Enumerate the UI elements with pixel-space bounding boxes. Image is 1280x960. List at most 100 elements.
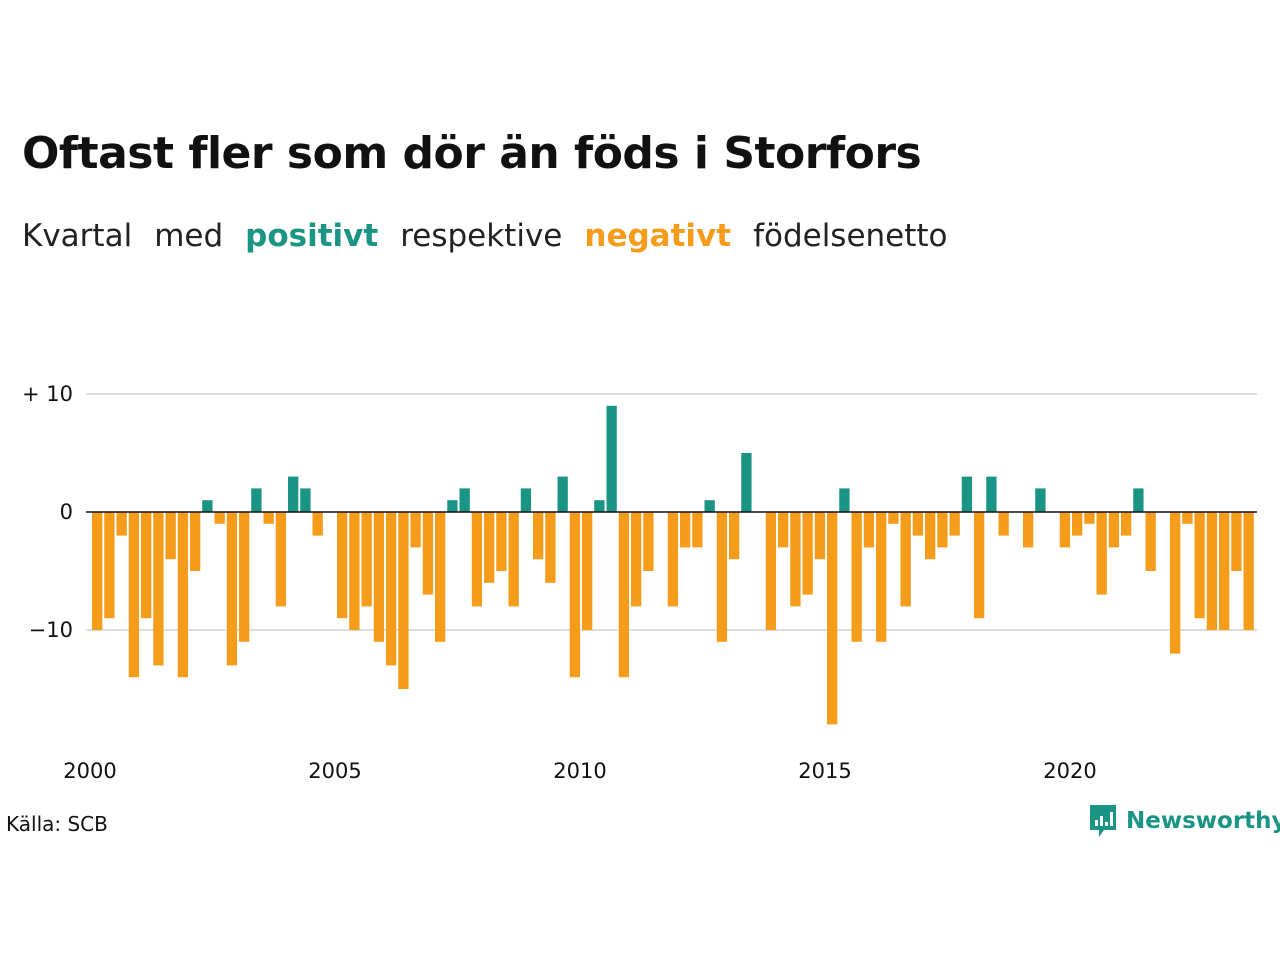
- bar: 2015 Q4: -3: [863, 512, 875, 548]
- bar: 2015 Q2: 2: [839, 488, 850, 512]
- bar: 2003 Q3: -1: [263, 512, 274, 524]
- x-tick-label: 2000: [63, 759, 116, 783]
- bar: 2016 Q1: -11: [876, 512, 887, 642]
- bar: 2010 Q1: -10: [582, 512, 593, 630]
- bar: 2015 Q3: -11: [851, 512, 862, 642]
- y-tick-label: + 10: [22, 382, 73, 406]
- y-tick-label: 0: [60, 500, 73, 524]
- bar: 2019 Q4: -3: [1059, 512, 1071, 548]
- bar: 2012 Q4: -11: [716, 512, 728, 642]
- subtitle-word: respektive: [400, 218, 563, 254]
- bar: 2017 Q2: -3: [937, 512, 948, 548]
- bar: 2014 Q4: -4: [814, 512, 826, 560]
- bar: 2000 Q3: -2: [116, 512, 127, 536]
- bar: 2009 Q1: -4: [533, 512, 544, 560]
- bar: 2003 Q4: -8: [275, 512, 287, 607]
- bar: 2012 Q3: 1: [704, 500, 715, 512]
- bar: 2008 Q2: -5: [496, 512, 507, 571]
- bar: 2018 Q3: -2: [998, 512, 1009, 536]
- bar: 2005 Q1: -9: [337, 512, 348, 619]
- x-axis-ticks: 2000 2005 2010 2015 2020: [63, 759, 1096, 783]
- chart-title: Oftast fler som dör än föds i Storfors: [22, 128, 922, 179]
- legend-positive-label: positivt: [245, 218, 379, 254]
- bar: 2011 Q1: -8: [631, 512, 642, 607]
- bar: 2023 Q2: -5: [1231, 512, 1242, 571]
- bar: 2002 Q3: -1: [214, 512, 225, 524]
- bar: 2022 Q2: -1: [1182, 512, 1193, 524]
- bar: 2014 Q3: -7: [802, 512, 813, 595]
- bar: 2015 Q1: -18: [827, 512, 838, 725]
- bar: 2011 Q2: -5: [643, 512, 654, 571]
- x-tick-label: 2010: [553, 759, 606, 783]
- grid-lines: [86, 393, 1257, 631]
- bar: 2008 Q3: -8: [508, 512, 519, 607]
- bar: 2002 Q4: -13: [226, 512, 238, 666]
- bar: 2020 Q4: -3: [1108, 512, 1120, 548]
- bar: 2011 Q4: -8: [667, 512, 679, 607]
- bar: 2013 Q1: -4: [729, 512, 740, 560]
- bar: 2022 Q4: -10: [1206, 512, 1218, 630]
- bar: 2006 Q2: -15: [398, 512, 409, 689]
- chart-subtitle: Kvartal med positivt respektive negativt föde…: [22, 218, 970, 254]
- bar: 2018 Q1: -9: [974, 512, 985, 619]
- subtitle-word: födelsenetto: [753, 218, 948, 254]
- legend-negative-label: negativt: [584, 218, 732, 254]
- bar: 2020 Q2: -1: [1084, 512, 1095, 524]
- bar: 2009 Q3: 3: [557, 476, 568, 512]
- bar: 2002 Q1: -5: [190, 512, 201, 571]
- bar: 2010 Q4: -14: [618, 512, 630, 678]
- bar: 2020 Q1: -2: [1072, 512, 1083, 536]
- bar: 2010 Q3: 9: [606, 405, 617, 512]
- x-tick-label: 2005: [308, 759, 361, 783]
- bar: 2000 Q1: -10: [92, 512, 103, 630]
- bar: 2007 Q3: 2: [459, 488, 470, 512]
- bar: 2002 Q2: 1: [202, 500, 213, 512]
- bar: 2004 Q1: 3: [288, 476, 299, 512]
- bar: 2012 Q2: -3: [692, 512, 703, 548]
- bar: 2003 Q2: 2: [251, 488, 262, 512]
- bar: 2013 Q2: 5: [741, 453, 752, 512]
- newsworthy-logo-icon: [1090, 805, 1116, 837]
- bar: 2023 Q3: -10: [1243, 512, 1254, 630]
- source-note: Källa: SCB: [6, 812, 108, 836]
- bar: 2022 Q1: -12: [1170, 512, 1181, 654]
- bar: 2014 Q1: -3: [778, 512, 789, 548]
- brand-logo: Newsworthy: [1088, 803, 1280, 839]
- bar: 2020 Q3: -7: [1096, 512, 1107, 595]
- subtitle-word: med: [154, 218, 224, 254]
- bar: 2006 Q3: -3: [410, 512, 421, 548]
- bar: 2007 Q1: -11: [435, 512, 446, 642]
- y-axis-ticks: + 10 0 −10: [22, 382, 73, 642]
- bar: 2021 Q1: -2: [1121, 512, 1132, 536]
- bar: 2007 Q2: 1: [447, 500, 458, 512]
- bar: 2005 Q3: -8: [361, 512, 372, 607]
- x-tick-label: 2020: [1043, 759, 1096, 783]
- x-tick-label: 2015: [798, 759, 851, 783]
- bar: 2012 Q1: -3: [680, 512, 691, 548]
- bar: 2017 Q4: 3: [961, 476, 973, 512]
- bar: 2008 Q1: -6: [484, 512, 495, 583]
- bar: 2009 Q2: -6: [545, 512, 556, 583]
- bar: 2001 Q1: -9: [141, 512, 152, 619]
- y-tick-label: −10: [29, 618, 73, 642]
- bar: 2016 Q2: -1: [888, 512, 899, 524]
- brand-name: Newsworthy: [1126, 808, 1280, 834]
- bar: 2016 Q3: -8: [900, 512, 911, 607]
- bar: 2008 Q4: 2: [520, 488, 532, 512]
- bar: 2021 Q2: 2: [1133, 488, 1144, 512]
- bar: 2001 Q4: -14: [177, 512, 189, 678]
- bar: 2005 Q2: -10: [349, 512, 360, 630]
- bar: 2006 Q1: -13: [386, 512, 397, 666]
- bar: 2000 Q2: -9: [104, 512, 115, 619]
- subtitle-word: Kvartal: [22, 218, 133, 254]
- bar: 2018 Q2: 3: [986, 476, 997, 512]
- bar: 2017 Q3: -2: [949, 512, 960, 536]
- bar: 2023 Q1: -10: [1219, 512, 1230, 630]
- bar: 2004 Q2: 2: [300, 488, 311, 512]
- bar: 2022 Q3: -9: [1194, 512, 1205, 619]
- bar: 2010 Q2: 1: [594, 500, 605, 512]
- bar: 2014 Q2: -8: [790, 512, 801, 607]
- bar: 2005 Q4: -11: [373, 512, 385, 642]
